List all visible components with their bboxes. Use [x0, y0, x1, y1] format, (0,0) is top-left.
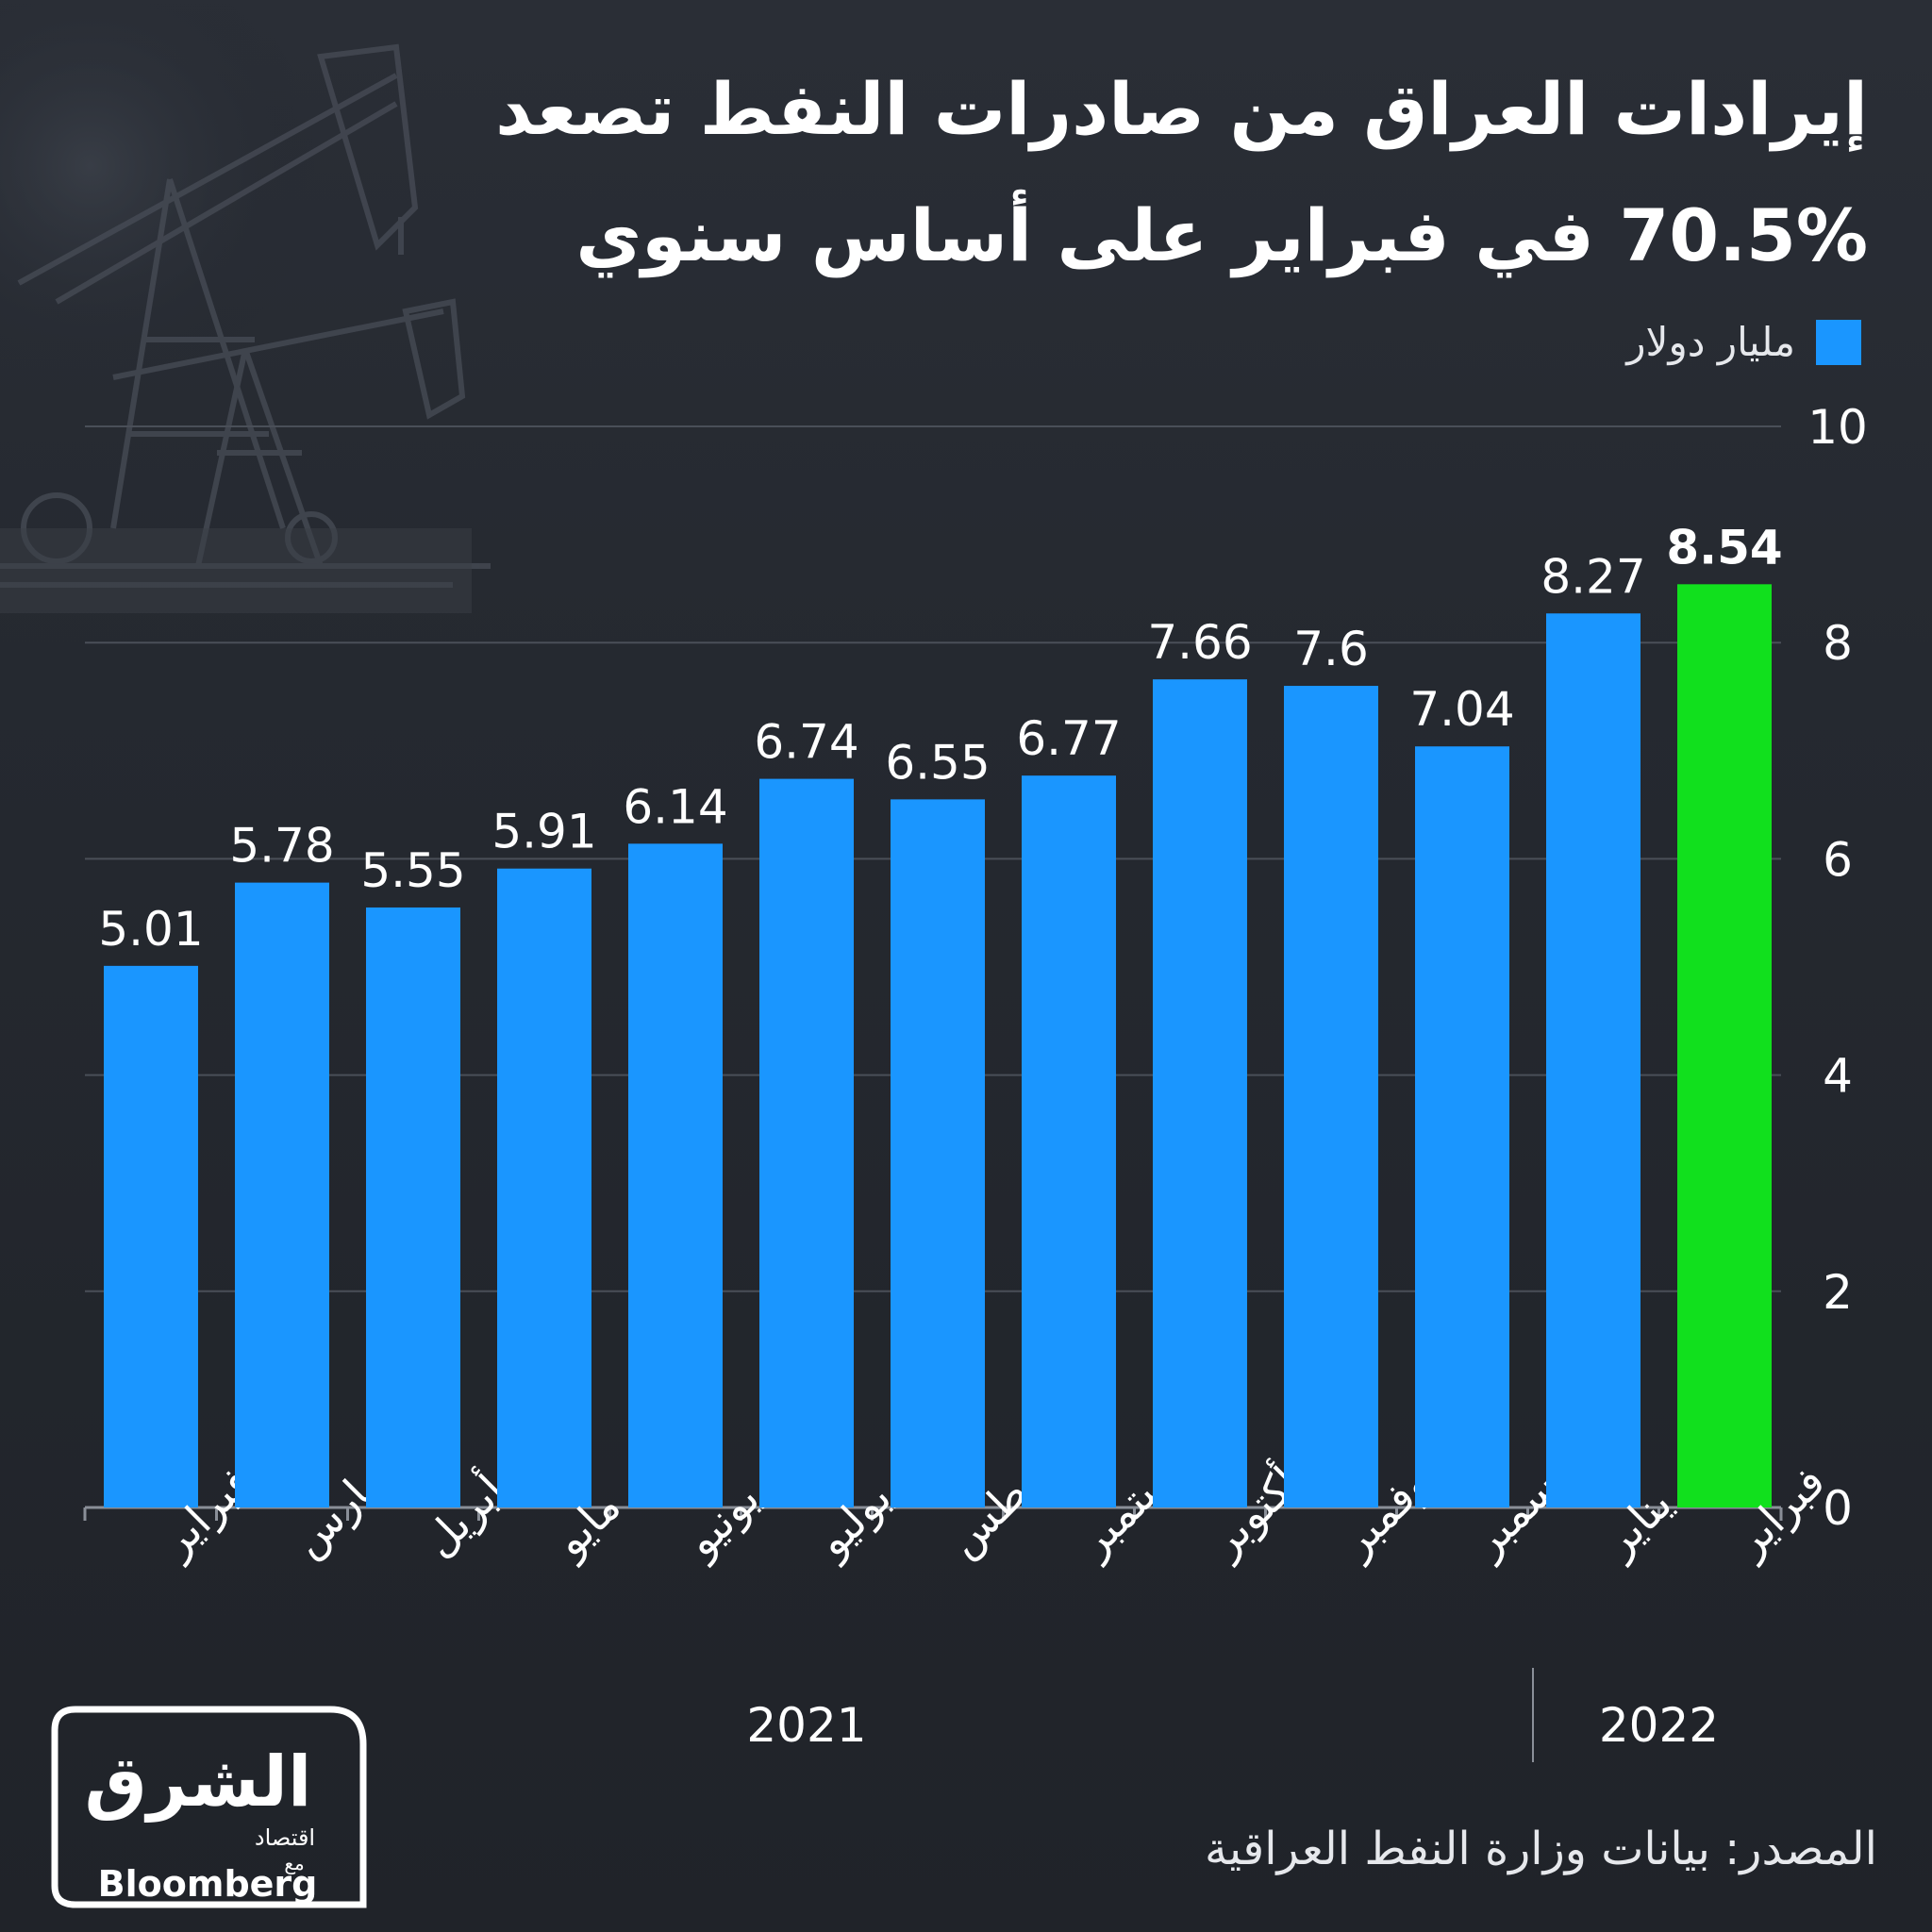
bar-value-label: 8.27 [1541, 549, 1645, 604]
bar-value-label: 6.77 [1016, 711, 1121, 766]
chart-title-line-1: إيرادات العراق من صادرات النفط تصعد [495, 67, 1868, 151]
source-note: المصدر: بيانات وزارة النفط العراقية [1205, 1823, 1877, 1875]
bar [891, 799, 985, 1507]
y-tick-label: 2 [1823, 1265, 1853, 1320]
bar-value-label: 6.14 [623, 779, 727, 834]
bar [628, 843, 723, 1507]
y-tick-label: 0 [1823, 1481, 1853, 1536]
bar [1415, 746, 1509, 1507]
bar [1022, 775, 1116, 1507]
legend-label: مليار دولار [1626, 319, 1795, 365]
bar [1284, 686, 1378, 1507]
asharq-bloomberg-logo: الشرق اقتصاد مع Bloomberg [51, 1706, 367, 1908]
logo-sub-arabic: اقتصاد [255, 1824, 315, 1851]
legend-swatch [1816, 319, 1861, 365]
bar [1153, 679, 1247, 1507]
bar [235, 882, 329, 1507]
bar-value-label: 7.04 [1409, 682, 1514, 737]
bar [497, 868, 591, 1507]
bar-value-label: 5.55 [360, 843, 465, 898]
bar [759, 778, 854, 1507]
logo-brand-arabic: الشرق [85, 1741, 312, 1823]
y-tick-label: 4 [1823, 1049, 1853, 1104]
bar-value-label: 6.55 [885, 735, 990, 790]
bar [366, 907, 460, 1507]
legend: مليار دولار [1626, 319, 1861, 365]
bar-value-label: 5.91 [491, 805, 596, 859]
y-tick-label: 8 [1823, 616, 1853, 671]
chart-title-line-2: 70.5% في فبراير على أساس سنوي [575, 193, 1868, 277]
logo-partner: Bloomberg [98, 1863, 318, 1905]
bar [1546, 613, 1641, 1507]
bar-value-label: 8.54 [1666, 520, 1782, 575]
year-divider [1532, 1668, 1534, 1762]
year-label-2022: 2022 [1598, 1698, 1720, 1753]
bar-value-label: 5.01 [98, 902, 203, 957]
year-label-2021: 2021 [746, 1698, 867, 1753]
bar-value-label: 7.6 [1293, 622, 1369, 676]
y-tick-label: 6 [1823, 832, 1853, 887]
bar [1677, 584, 1772, 1507]
y-tick-label: 10 [1807, 400, 1868, 455]
bar-value-label: 7.66 [1147, 615, 1252, 670]
bar-value-label: 6.74 [754, 715, 858, 770]
bar [104, 965, 198, 1507]
bar-value-label: 5.78 [229, 819, 334, 874]
logo-with-arabic: مع [284, 1852, 304, 1874]
